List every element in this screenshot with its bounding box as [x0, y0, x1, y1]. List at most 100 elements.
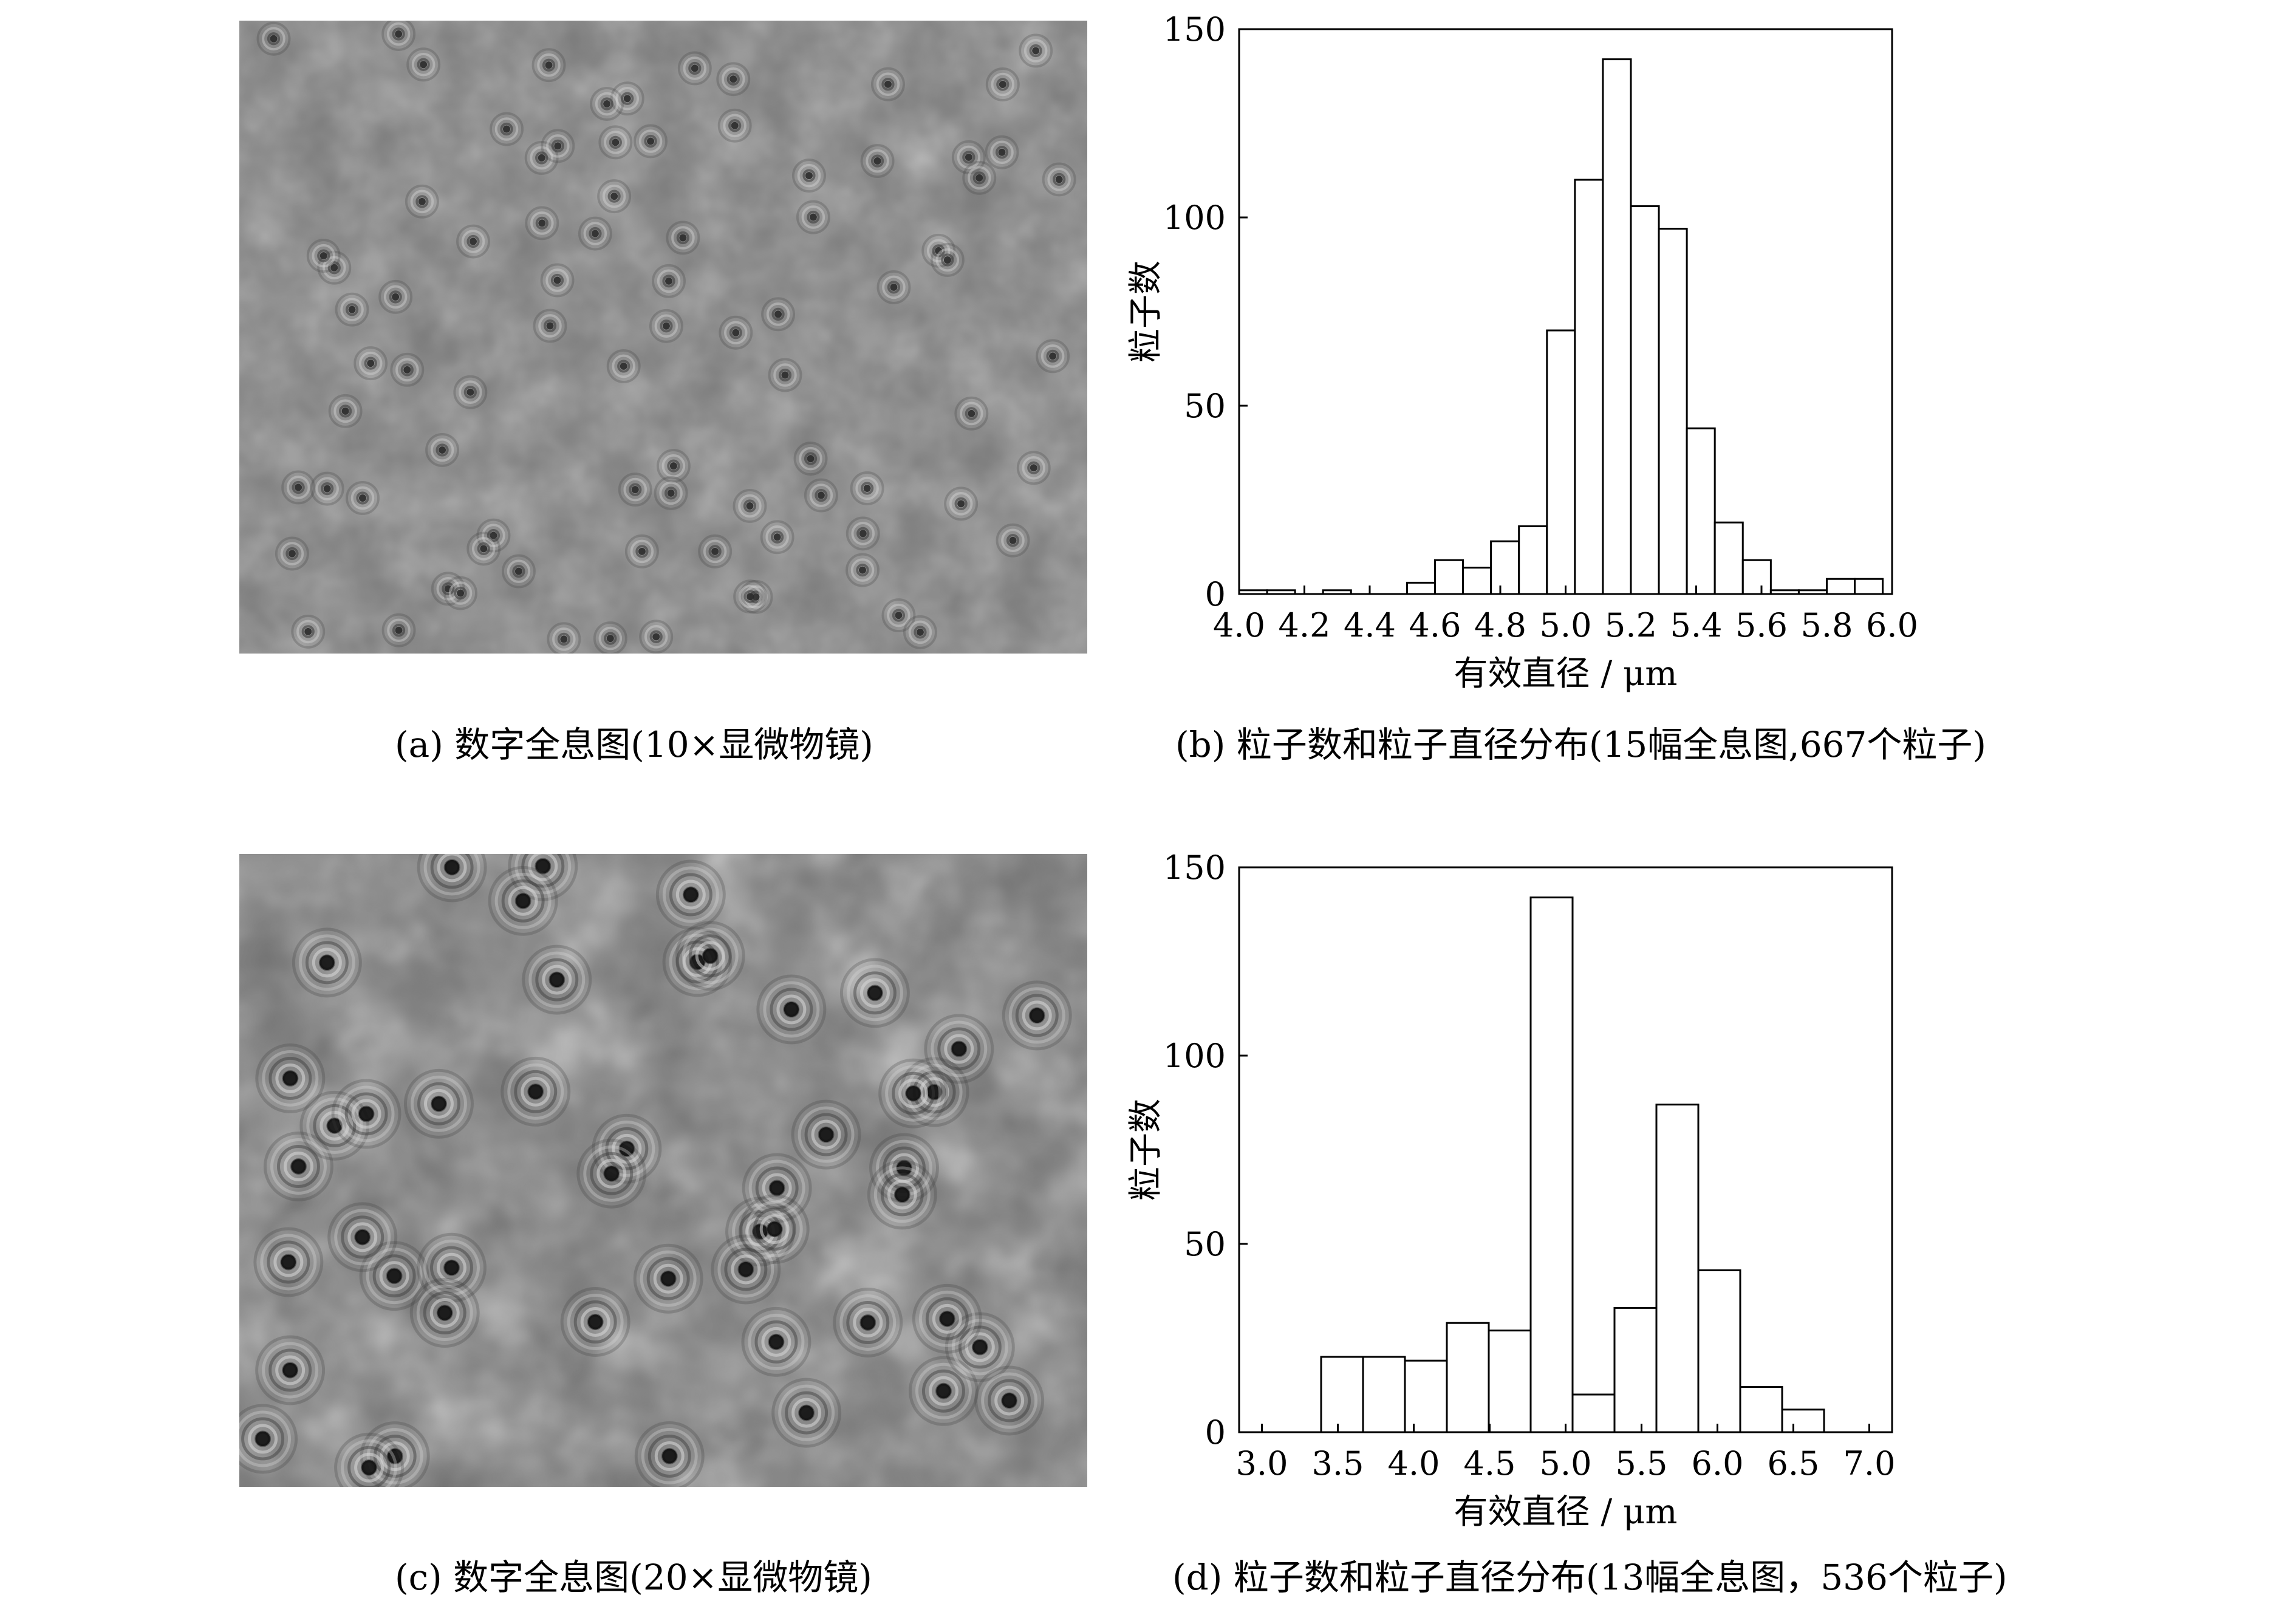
particle-fringe — [378, 279, 413, 314]
particle-fringe — [733, 579, 768, 614]
particle-fringe — [760, 520, 794, 555]
particle-fringe — [522, 944, 592, 1015]
particle-fringe — [531, 48, 566, 83]
x-tick-label: 5.6 — [1735, 606, 1788, 644]
particle-fringe — [405, 184, 439, 219]
x-tick-label: 6.0 — [1692, 1444, 1744, 1483]
histogram-bar — [1741, 559, 1772, 595]
y-axis-label: 粒子数 — [1126, 261, 1166, 363]
particle-fringe — [871, 67, 905, 101]
particle-fringe — [598, 125, 633, 160]
particle-fringe — [508, 854, 578, 901]
histogram-bar — [1630, 205, 1660, 595]
particle-fringe — [634, 1421, 705, 1487]
particle-fringe — [406, 47, 441, 82]
particle-fringe — [524, 140, 559, 175]
particle-fringe — [390, 352, 425, 387]
x-tick-label: 5.8 — [1801, 606, 1853, 644]
caption-d: (d) 粒子数和粒子直径分布(13幅全息图，536个粒子) — [1172, 1557, 2007, 1598]
y-tick-label: 100 — [1163, 199, 1226, 237]
particle-fringe — [291, 614, 326, 649]
caption-a: (a) 数字全息图(10×显微物镜) — [395, 724, 873, 765]
x-tick-label: 5.5 — [1616, 1444, 1668, 1483]
particle-fringe — [1019, 33, 1053, 68]
particle-fringe — [606, 349, 641, 383]
particle-fringe — [417, 854, 487, 903]
particle-fringe — [327, 1202, 398, 1272]
particle-fringe — [1042, 162, 1076, 197]
particle-fringe — [540, 263, 575, 298]
histogram-bar — [1546, 329, 1576, 595]
histogram-bar — [1434, 559, 1464, 595]
histogram-bar — [1574, 179, 1604, 595]
histogram-bar — [1613, 1306, 1658, 1433]
particle-fringe — [930, 243, 965, 277]
particle-fringe — [804, 478, 838, 513]
particle-fringe — [876, 270, 911, 304]
histogram-bar — [1529, 896, 1574, 1433]
particle-fringe — [466, 531, 501, 566]
particle-fringe — [618, 473, 652, 507]
x-tick-label: 5.0 — [1540, 1444, 1592, 1483]
caption-b: (b) 粒子数和粒子直径分布(15幅全息图,667个粒子) — [1175, 724, 1987, 765]
particle-fringe — [334, 1432, 405, 1487]
particle-fringe — [425, 432, 460, 467]
particle-fringe — [846, 516, 880, 551]
particle-fringe — [547, 622, 581, 654]
x-tick-label: 4.0 — [1388, 1444, 1440, 1483]
particle-fringe — [403, 1068, 474, 1139]
histogram-bar — [1713, 521, 1744, 595]
histogram-bar — [1406, 581, 1436, 595]
particle-fringe — [1016, 451, 1051, 485]
x-tick-label: 5.4 — [1670, 606, 1723, 644]
particle-fringe — [1002, 980, 1072, 1051]
particle-fringe — [771, 1378, 842, 1448]
particle-fringe — [985, 67, 1020, 101]
particle-fringe — [677, 51, 712, 86]
particle-fringe — [490, 112, 524, 146]
histogram-bar — [1490, 540, 1520, 595]
particle-fringe — [593, 621, 627, 654]
particle-fringe — [525, 206, 559, 241]
histogram-bar — [1488, 1330, 1532, 1433]
particle-fringe — [652, 264, 686, 298]
particle-fringe — [592, 1113, 662, 1184]
particle-fringe — [275, 536, 309, 571]
particle-fringe — [306, 239, 341, 273]
particle-fringe — [921, 233, 956, 268]
particle-fringe — [639, 620, 674, 654]
x-tick-label: 5.2 — [1605, 606, 1657, 644]
particle-fringe — [560, 1287, 630, 1357]
particle-fringe — [833, 1288, 903, 1357]
particle-fringe — [255, 1335, 326, 1405]
particle-fringe — [501, 554, 536, 589]
particle-fringe — [791, 159, 826, 193]
y-tick-label: 0 — [1205, 575, 1226, 613]
particle-fringe — [666, 220, 700, 255]
particle-fringe — [476, 518, 511, 553]
histogram-bar — [1655, 1104, 1700, 1433]
particle-fringe — [533, 309, 567, 343]
particle-fringe — [317, 250, 352, 285]
histogram-bar — [1781, 1408, 1825, 1433]
y-tick-label: 100 — [1163, 1037, 1226, 1075]
particle-fringe — [878, 1058, 949, 1129]
y-tick-label: 50 — [1184, 387, 1226, 425]
particle-fringe — [881, 598, 916, 633]
particle-fringe — [501, 1056, 571, 1127]
particle-fringe — [633, 1243, 703, 1314]
histogram-bar — [1462, 567, 1492, 595]
particle-fringe — [850, 471, 884, 505]
histogram-chart-d: 3.0 3.5 4.0 4.5 5.0 5.5 6.0 6.5 7.0 0 50 100 150 有效直径… — [1126, 849, 1895, 1532]
particle-fringe — [756, 974, 827, 1045]
histogram-bar — [1446, 1322, 1490, 1433]
histogram-bar — [1658, 228, 1688, 595]
particle-fringe — [793, 442, 828, 476]
particle-fringe — [409, 1278, 480, 1348]
y-tick-label: 50 — [1184, 1225, 1226, 1263]
particle-fringe — [944, 487, 979, 521]
histogram-bar — [1320, 1356, 1364, 1433]
particle-fringe — [867, 1159, 937, 1230]
particle-fringe — [698, 534, 733, 569]
particle-fringe — [253, 1227, 324, 1297]
